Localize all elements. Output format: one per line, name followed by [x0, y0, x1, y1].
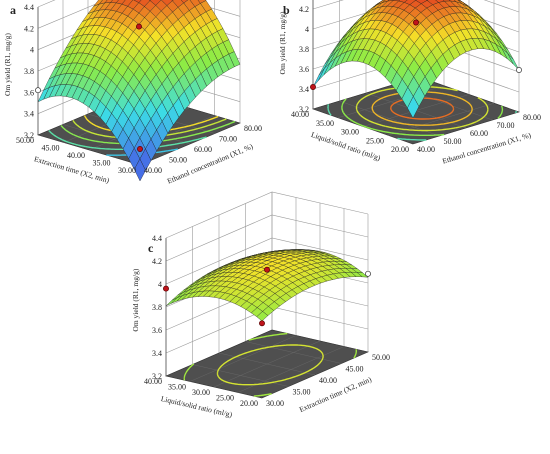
z-tick-label: 4.2 [152, 257, 162, 266]
x-tick-label: 50.00 [372, 353, 390, 362]
design-point [264, 266, 270, 273]
y-tick-label: 20.00 [391, 145, 409, 154]
surface-facet [407, 96, 420, 119]
z-axis-title: Om yield (R1, mg/g) [278, 11, 287, 74]
surface-facet [312, 68, 325, 88]
z-tick-label: 3.2 [24, 131, 34, 140]
design-point [35, 87, 41, 94]
design-points [310, 19, 522, 90]
y-tick-label: 45.00 [42, 144, 60, 153]
response-surface [37, 0, 241, 182]
surface-facet [507, 53, 520, 71]
y-tick-label: 30.00 [341, 128, 359, 137]
x-tick-label: 80.00 [523, 113, 541, 122]
z-axis-title: Om yield (R1, mg/g) [131, 268, 140, 331]
contour-line [341, 81, 504, 136]
wall-gridline [312, 0, 520, 33]
contour-line [216, 344, 324, 386]
z-tick-label: 4.2 [24, 24, 34, 33]
panel-c: 3.2 3.4 3.6 3.8 4 4.2 4.4 30.00 35.00 40.00 45.00 5… [131, 191, 390, 419]
z-tick-label: 3.6 [152, 326, 162, 335]
contour-line [327, 76, 517, 141]
x-tick-label: 50.00 [169, 156, 187, 165]
z-tick-label: 3.8 [299, 45, 309, 54]
x-tick-label: 45.00 [346, 365, 364, 374]
panel-a: 3.2 3.4 3.6 3.8 4 4.2 4.4 40.00 50.00 60.00 70.00 8… [3, 0, 262, 186]
z-tick-label: 3.8 [24, 67, 34, 76]
design-point [516, 67, 522, 73]
z-tick-label: 3.6 [299, 65, 309, 74]
floor-contours [48, 115, 236, 156]
z-tick-label: 3.2 [299, 105, 309, 114]
floor-gridline [189, 335, 297, 382]
y-tick-label: 25.00 [366, 136, 384, 145]
wall-gridline [312, 0, 520, 13]
response-surface [165, 249, 369, 322]
x-tick-label: 40.00 [144, 166, 162, 175]
z-tick-label: 4 [305, 25, 309, 34]
z-tick-label: 4.4 [24, 3, 34, 12]
z-tick-label: 4.4 [152, 234, 162, 243]
design-point [163, 285, 169, 292]
y-tick-label: 25.00 [216, 394, 234, 403]
y-tick-label: 35.00 [93, 159, 111, 168]
response-surface [312, 0, 520, 119]
y-tick-label: 35.00 [168, 383, 186, 392]
contour-line [183, 332, 357, 397]
x-tick-label: 40.00 [417, 145, 435, 154]
design-points [163, 266, 371, 327]
panel-b: 3.23.43.63.844.24.440.0050.0060.0070.008… [278, 0, 541, 166]
surface-facet [134, 158, 146, 182]
x-tick-label: 60.00 [194, 145, 212, 154]
x-tick-label: 70.00 [497, 121, 515, 130]
x-tick-label: 30.00 [266, 399, 284, 408]
z-tick-label: 4 [30, 46, 34, 55]
x-tick-label: 80.00 [244, 124, 262, 133]
design-point [310, 84, 316, 90]
panel-letter: a [10, 3, 16, 17]
z-tick-label: 3.4 [152, 349, 162, 358]
wall-gridline [165, 191, 369, 239]
z-tick-label: 4.2 [299, 5, 309, 14]
x-tick-label: 35.00 [293, 388, 311, 397]
z-tick-label: 3.4 [24, 110, 34, 119]
z-tick-label: 4 [158, 280, 162, 289]
y-tick-label: 40.00 [291, 110, 309, 119]
surface-facet [256, 311, 269, 322]
design-points [35, 23, 143, 152]
x-tick-label: 70.00 [219, 135, 237, 144]
design-point [365, 270, 371, 277]
y-tick-label: 50.00 [16, 136, 34, 145]
x-tick-label: 40.00 [319, 376, 337, 385]
y-tick-label: 30.00 [192, 388, 210, 397]
z-tick-label: 3.4 [299, 85, 309, 94]
y-tick-label: 35.00 [316, 119, 334, 128]
design-point [413, 19, 419, 26]
y-tick-label: 30.00 [118, 166, 136, 175]
floor-contours [183, 332, 357, 397]
design-point [137, 146, 143, 152]
design-point [259, 320, 265, 327]
floor-gridline [213, 340, 321, 388]
x-tick-label: 60.00 [470, 129, 488, 138]
panel-letter: c [148, 241, 154, 255]
design-point [136, 23, 142, 30]
z-tick-label: 3.8 [152, 303, 162, 312]
y-tick-label: 20.00 [240, 399, 258, 408]
contour-line [371, 91, 473, 126]
y-tick-label: 40.00 [67, 151, 85, 160]
z-axis-title: Om yield (R1, mg/g) [3, 33, 12, 96]
x-tick-label: 50.00 [444, 137, 462, 146]
panel-letter: b [283, 3, 290, 17]
z-tick-label: 3.2 [152, 372, 162, 381]
z-tick-label: 3.6 [24, 88, 34, 97]
y-tick-label: 40.00 [144, 377, 162, 386]
